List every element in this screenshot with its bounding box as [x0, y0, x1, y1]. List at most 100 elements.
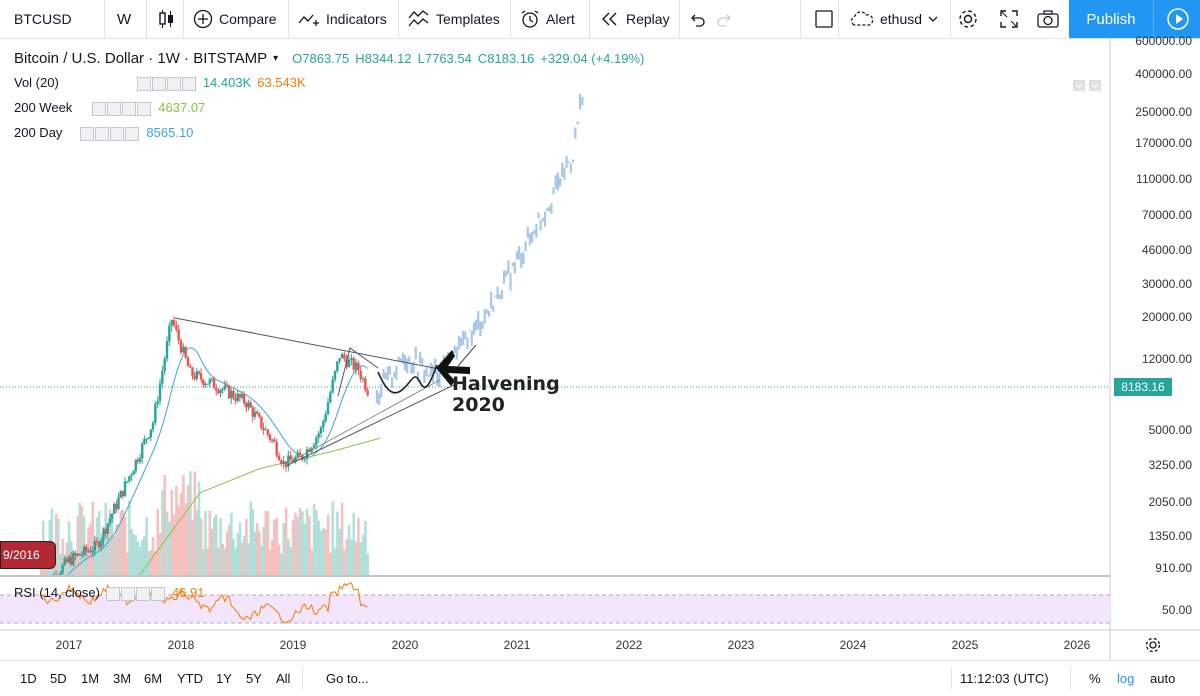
volume-bar	[76, 516, 80, 575]
study-buttons[interactable]	[105, 585, 166, 601]
interval-label: W	[117, 10, 132, 28]
price-axis-label: 2050.00	[1148, 495, 1192, 510]
range-button-5y[interactable]: 5Y	[246, 671, 262, 686]
volume-bar	[128, 500, 131, 575]
pane-maximize-button[interactable]	[1089, 80, 1101, 91]
main-legend: Bitcoin / U.S. Dollar · 1W · BITSTAMP ▾ …	[14, 50, 644, 67]
candle	[177, 329, 180, 341]
study-value: 14.403K	[202, 75, 252, 91]
range-button-all[interactable]: All	[276, 671, 291, 686]
templates-button[interactable]: Templates	[408, 0, 500, 38]
candle	[202, 379, 205, 386]
volume-bar	[130, 529, 133, 575]
chart-style-button[interactable]	[156, 0, 176, 38]
arrow-trend[interactable]	[457, 344, 477, 367]
volume-bar	[284, 507, 288, 575]
settings-button[interactable]	[957, 0, 979, 38]
replay-button[interactable]: Replay	[600, 0, 670, 38]
study-buttons[interactable]	[136, 75, 197, 91]
candle	[280, 460, 283, 465]
wave-path[interactable]	[377, 364, 438, 394]
trendlines[interactable]	[174, 317, 477, 466]
candle	[268, 434, 272, 440]
volume-bar	[108, 509, 112, 575]
templates-icon	[408, 10, 429, 27]
publish-button[interactable]: Publish	[1069, 0, 1153, 38]
axis-settings-icon[interactable]	[1145, 637, 1161, 653]
candle	[227, 385, 231, 399]
indicators-label: Indicators	[326, 11, 387, 27]
volume-bar	[80, 506, 84, 575]
candle	[78, 553, 81, 556]
indicators-button[interactable]: Indicators	[298, 0, 387, 38]
compare-button[interactable]: Compare	[193, 0, 277, 38]
projection-bars	[375, 93, 584, 406]
redo-button[interactable]	[716, 0, 734, 38]
candle	[361, 378, 365, 380]
symbol-search[interactable]: BTCUSD	[14, 0, 72, 38]
price-axis-label: 3250.00	[1148, 457, 1192, 472]
candle	[161, 371, 164, 384]
upper-trendline[interactable]	[174, 317, 456, 373]
candle	[184, 346, 187, 358]
rsi-line	[40, 582, 368, 624]
volume-bar	[242, 535, 246, 575]
range-button-1m[interactable]: 1M	[81, 671, 100, 686]
volume-bar	[119, 510, 123, 575]
volume-bar	[287, 538, 290, 575]
chevron-down-icon[interactable]: ▾	[273, 53, 279, 64]
study-buttons[interactable]	[80, 125, 140, 141]
log-toggle[interactable]: log	[1117, 671, 1135, 686]
bottom-toolbar: 1D 5D 1M 3M 6M YTD 1Y 5Y All Go to... 11:12:03 (…	[0, 660, 1200, 696]
candle	[214, 388, 218, 391]
range-button-3m[interactable]: 3M	[113, 671, 132, 686]
candle	[97, 542, 101, 548]
ohlc-low: L7763.54	[417, 51, 472, 66]
study-vol[interactable]: Vol (20) 14.403K 63.543K	[14, 75, 306, 91]
interval-button[interactable]: W	[117, 0, 131, 38]
volume-bar	[289, 547, 293, 575]
candle	[143, 438, 146, 444]
time-axis-label: 2020	[391, 638, 419, 652]
study-buttons[interactable]	[92, 100, 152, 116]
volume-bar	[123, 517, 127, 575]
alert-button[interactable]: Alert	[520, 0, 575, 38]
fullscreen-layout-button[interactable]	[814, 0, 834, 38]
inner-trendline[interactable]	[289, 379, 441, 463]
range-button-6m[interactable]: 6M	[144, 671, 163, 686]
candle	[128, 476, 131, 482]
snapshot-button[interactable]	[1036, 0, 1060, 38]
series-title[interactable]: Bitcoin / U.S. Dollar · 1W · BITSTAMP	[14, 50, 268, 67]
undo-button[interactable]	[688, 0, 706, 38]
price-axis-label: 250000.00	[1135, 105, 1192, 120]
study-200w[interactable]: 200 Week 4637.07	[14, 100, 205, 116]
range-button-ytd[interactable]: YTD	[177, 671, 203, 686]
range-button-1d[interactable]: 1D	[20, 671, 37, 686]
range-button-1y[interactable]: 1Y	[216, 671, 232, 686]
volume-bar	[132, 534, 136, 575]
clock[interactable]: 11:12:03 (UTC)	[960, 671, 1049, 686]
layout-menu[interactable]: ethusd	[848, 0, 938, 38]
rsi-band	[0, 595, 1110, 623]
auto-toggle[interactable]: auto	[1150, 671, 1176, 686]
volume-bar	[253, 531, 257, 575]
percent-toggle[interactable]: %	[1089, 671, 1101, 686]
fullscreen-button[interactable]	[999, 0, 1019, 38]
volume-bar	[319, 530, 323, 575]
play-button[interactable]	[1153, 0, 1200, 38]
candle	[253, 411, 257, 417]
triangle-drawing[interactable]	[337, 347, 379, 397]
arrow-icon[interactable]	[436, 350, 470, 386]
study-200d[interactable]: 200 Day 8565.10	[14, 125, 193, 141]
pane-collapse-button[interactable]	[1073, 80, 1085, 91]
volume-bar	[168, 521, 171, 575]
goto-button[interactable]: Go to...	[326, 671, 369, 686]
volume-bar	[158, 532, 162, 575]
candle	[147, 437, 150, 439]
lower-trendline[interactable]	[287, 381, 461, 466]
volume-bar	[315, 509, 318, 575]
range-button-5d[interactable]: 5D	[50, 671, 67, 686]
candle	[197, 371, 201, 374]
study-rsi[interactable]: RSI (14, close) 46.91	[14, 585, 205, 601]
halvening-annotation[interactable]: Halvening 2020	[452, 374, 560, 416]
